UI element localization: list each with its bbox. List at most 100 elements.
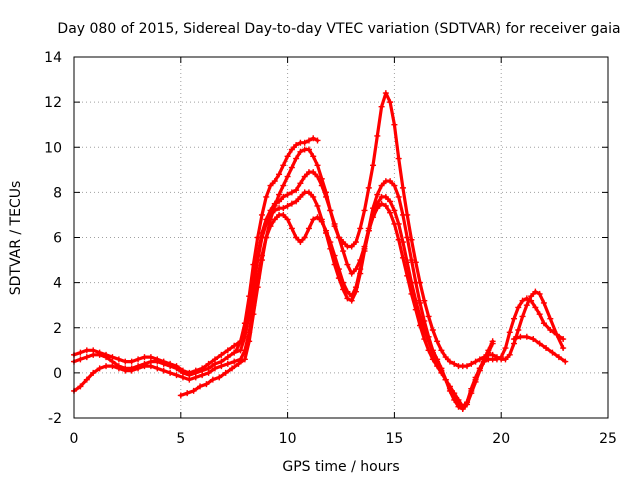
- data-point-arc-1: [218, 351, 225, 358]
- data-point-arc-4: [378, 103, 385, 110]
- data-point-arc-5: [258, 211, 265, 218]
- data-point-arc-1: [547, 327, 554, 334]
- data-point-arc-4: [235, 360, 242, 367]
- data-point-arc-1: [560, 336, 567, 343]
- data-point-arc-5: [241, 320, 248, 327]
- data-point-arc-5: [263, 193, 270, 200]
- data-point-arc-4: [489, 351, 496, 358]
- data-point-arc-4: [276, 191, 283, 198]
- x-tick-label: 25: [599, 431, 617, 447]
- data-point-arc-3: [327, 239, 334, 246]
- data-point-arc-3: [335, 266, 342, 273]
- data-point-arc-1: [536, 311, 543, 318]
- data-point-arc-2: [314, 202, 321, 209]
- data-point-arc-4: [519, 313, 526, 320]
- data-point-arc-1: [280, 193, 287, 200]
- data-point-arc-1: [297, 180, 304, 187]
- data-point-arc-4: [387, 99, 394, 106]
- data-point-arc-1: [502, 345, 509, 352]
- data-point-arc-4: [523, 302, 530, 309]
- data-point-arc-3: [387, 209, 394, 216]
- data-point-arc-1: [515, 304, 522, 311]
- data-point-arc-5: [246, 293, 253, 300]
- data-point-arc-3: [365, 227, 372, 234]
- data-point-arc-3: [284, 216, 291, 223]
- data-point-arc-5: [301, 139, 308, 146]
- data-point-arc-5: [267, 182, 274, 189]
- data-point-arc-2: [90, 351, 97, 358]
- data-point-arc-4: [284, 173, 291, 180]
- data-point-arc-3: [348, 293, 355, 300]
- data-point-arc-4: [391, 121, 398, 128]
- data-point-arc-4: [382, 90, 389, 97]
- data-point-arc-1: [293, 187, 300, 194]
- data-point-arc-4: [203, 381, 210, 388]
- data-point-arc-1: [540, 320, 547, 327]
- x-tick-label: 0: [70, 431, 79, 447]
- data-point-arc-4: [421, 297, 428, 304]
- data-point-arc-1: [231, 342, 238, 349]
- data-point-arc-3: [357, 266, 364, 273]
- data-point-arc-4: [327, 207, 334, 214]
- data-point-arc-1: [340, 248, 347, 255]
- y-tick-label: -2: [48, 411, 62, 427]
- data-point-arc-1: [511, 315, 518, 322]
- data-point-arc-3: [280, 211, 287, 218]
- data-point-arc-4: [515, 327, 522, 334]
- series-arc-2: [72, 190, 495, 411]
- data-point-arc-5: [293, 141, 300, 148]
- data-point-arc-4: [468, 360, 475, 367]
- data-point-arc-5: [250, 261, 257, 268]
- data-point-arc-4: [267, 216, 274, 223]
- data-point-arc-3: [297, 239, 304, 246]
- data-point-arc-2: [77, 356, 84, 363]
- data-point-arc-4: [229, 365, 236, 372]
- data-point-arc-3: [186, 376, 193, 383]
- data-point-arc-4: [352, 239, 359, 246]
- data-point-arc-2: [154, 358, 161, 365]
- data-point-arc-1: [532, 304, 539, 311]
- data-point-arc-5: [305, 137, 312, 144]
- data-point-arc-4: [246, 338, 253, 345]
- data-point-arc-1: [408, 257, 415, 264]
- data-point-arc-1: [506, 329, 513, 336]
- data-point-arc-3: [109, 363, 116, 370]
- data-point-arc-4: [553, 331, 560, 338]
- data-point-arc-3: [318, 218, 325, 225]
- data-point-arc-4: [241, 356, 248, 363]
- data-point-arc-4: [348, 243, 355, 250]
- data-point-arc-3: [352, 284, 359, 291]
- data-point-arc-3: [141, 363, 148, 370]
- data-point-arc-4: [536, 290, 543, 297]
- data-point-arc-4: [190, 387, 197, 394]
- data-point-arc-4: [323, 189, 330, 196]
- x-tick-label: 10: [279, 431, 297, 447]
- data-point-arc-3: [205, 369, 212, 376]
- data-point-arc-4: [547, 315, 554, 322]
- data-point-arc-3: [173, 372, 180, 379]
- data-point-arc-4: [446, 358, 453, 365]
- data-point-arc-6: [555, 354, 562, 361]
- data-point-arc-4: [451, 360, 458, 367]
- data-point-arc-1: [348, 270, 355, 277]
- data-point-arc-3: [224, 360, 231, 367]
- data-point-arc-4: [404, 211, 411, 218]
- data-point-arc-1: [135, 356, 142, 363]
- data-point-arc-1: [224, 347, 231, 354]
- data-point-arc-2: [103, 354, 110, 361]
- data-point-arc-3: [147, 363, 154, 370]
- data-point-arc-3: [382, 202, 389, 209]
- data-point-arc-3: [464, 399, 471, 406]
- data-point-arc-1: [284, 191, 291, 198]
- data-point-arc-4: [297, 148, 304, 155]
- y-tick-label: 8: [53, 185, 62, 201]
- data-point-arc-4: [464, 363, 471, 370]
- data-point-arc-4: [374, 132, 381, 139]
- data-point-arc-2: [391, 207, 398, 214]
- series-layer: [71, 90, 569, 412]
- data-point-arc-1: [141, 354, 148, 361]
- y-tick-label: 10: [44, 140, 62, 156]
- data-point-arc-4: [305, 146, 312, 153]
- data-point-arc-3: [115, 365, 122, 372]
